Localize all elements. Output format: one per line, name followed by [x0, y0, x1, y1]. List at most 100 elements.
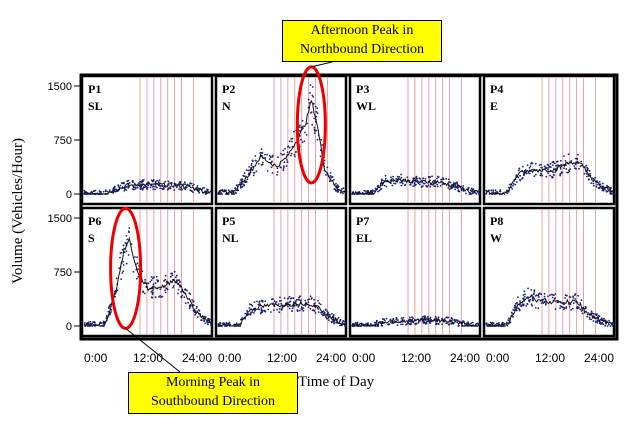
panel-p1-point [182, 183, 185, 186]
panel-p2-point [301, 119, 304, 122]
panel-p3-point [447, 187, 450, 189]
panel-p4-point [524, 169, 527, 172]
panel-p5-point [307, 306, 310, 308]
panel-p2-point [260, 148, 263, 151]
panel-p6-point [116, 289, 119, 292]
panel-p4-point [580, 160, 583, 163]
panel-p3-point [424, 177, 427, 180]
panel-p2-point [284, 147, 286, 150]
panel-p2-point [280, 166, 282, 169]
panel-p4-point [517, 176, 520, 179]
panel-p2-point [303, 140, 306, 143]
panel-p3-point [379, 188, 382, 191]
panel-p8-point [527, 287, 529, 290]
panel-p7-point [421, 317, 424, 319]
panel-p4-point [577, 153, 579, 156]
y-tick-label: 1500 [48, 213, 72, 225]
panel-p4-point [492, 189, 495, 192]
panel-p6-point [156, 279, 158, 281]
panel-p2-point [304, 131, 306, 134]
panel-p6-point [152, 292, 154, 294]
panel-p4-point [550, 166, 552, 169]
panel-p5-point [321, 313, 323, 316]
panel-p3-point [441, 178, 444, 181]
panel-p5-point [261, 300, 264, 303]
panel-p5-point [320, 311, 322, 314]
panel-p2-point [255, 170, 258, 173]
panel-p6-point [166, 287, 168, 290]
panel-p5-id: P5 [222, 214, 235, 228]
panel-p4-point [596, 184, 598, 186]
panel-p4-point [588, 169, 591, 172]
panel-p1-point [151, 186, 154, 188]
panel-p3-point [382, 179, 384, 182]
panel-p7-point [381, 324, 384, 327]
panel-p4-point [507, 186, 510, 189]
panel-p4-point [552, 174, 555, 176]
panel-p8-point [522, 297, 525, 300]
panel-p5-point [249, 312, 252, 315]
panel-p2-point [268, 158, 271, 161]
panel-p2-point [251, 159, 254, 162]
panel-p7-point [412, 317, 414, 320]
panel-p8-point [594, 321, 597, 323]
panel-p1-point [139, 180, 142, 183]
panel-p5-point [238, 323, 241, 325]
panel-p4-point [541, 174, 544, 177]
panel-p6-point [164, 289, 167, 291]
panel-p8-point [510, 311, 513, 314]
panel-p2-point [247, 169, 250, 172]
panel-p2-point [281, 154, 284, 156]
panel-p4-point [586, 175, 588, 178]
panel-p5-point [292, 297, 295, 300]
panel-p7-point [441, 323, 444, 325]
panel-p6-point [149, 280, 152, 283]
panel-p2-point [313, 126, 316, 129]
panel-p2-point [309, 84, 312, 86]
panel-p7-point [363, 323, 366, 326]
panel-p4-point [529, 165, 532, 168]
panel-p4-point [598, 180, 601, 183]
panel-p3-point [363, 189, 366, 192]
panel-p1-point [154, 188, 156, 191]
panel-p8-point [522, 303, 525, 306]
panel-p6-point [176, 274, 178, 277]
panel-p1-point [139, 188, 142, 190]
panel-p1-point [191, 185, 194, 187]
panel-p1-point [157, 181, 160, 184]
panel-p5-point [288, 295, 291, 298]
panel-p3-point [447, 178, 450, 181]
panel-p7-point [407, 321, 409, 324]
panel-p2-point [291, 140, 293, 143]
panel-p7-point [443, 318, 446, 320]
panel-p8-point [533, 292, 535, 295]
panel-p6-point [108, 306, 110, 309]
panel-p3-point [403, 180, 405, 182]
panel-p5-point [241, 317, 244, 319]
panel-p3-point [403, 184, 406, 187]
panel-p4-point [604, 188, 606, 191]
panel-p1-point [113, 187, 116, 190]
panel-p1-point [146, 187, 148, 190]
panel-p8-point [502, 325, 504, 327]
panel-p1-point [190, 182, 193, 185]
panel-p8-point [504, 325, 506, 327]
panel-p4-point [552, 171, 554, 174]
panel-p1-point [142, 180, 144, 183]
panel-p1-point [152, 179, 155, 181]
panel-p4-point [499, 190, 502, 193]
panel-p8-point [576, 306, 579, 308]
panel-p1-point [117, 184, 119, 187]
panel-p8-point [559, 305, 562, 307]
panel-p5-point [332, 314, 335, 316]
panel-p5-point [261, 310, 263, 313]
panel-p1-point [102, 190, 105, 193]
panel-p6-point [183, 296, 186, 298]
panel-p6-point [177, 292, 179, 295]
panel-p2-point [311, 123, 314, 126]
morning-peak-line-1: Morning Peak in [165, 375, 261, 390]
panel-p4-point [540, 166, 542, 169]
panel-p2-point [234, 187, 237, 189]
panel-p6-point [102, 320, 105, 323]
